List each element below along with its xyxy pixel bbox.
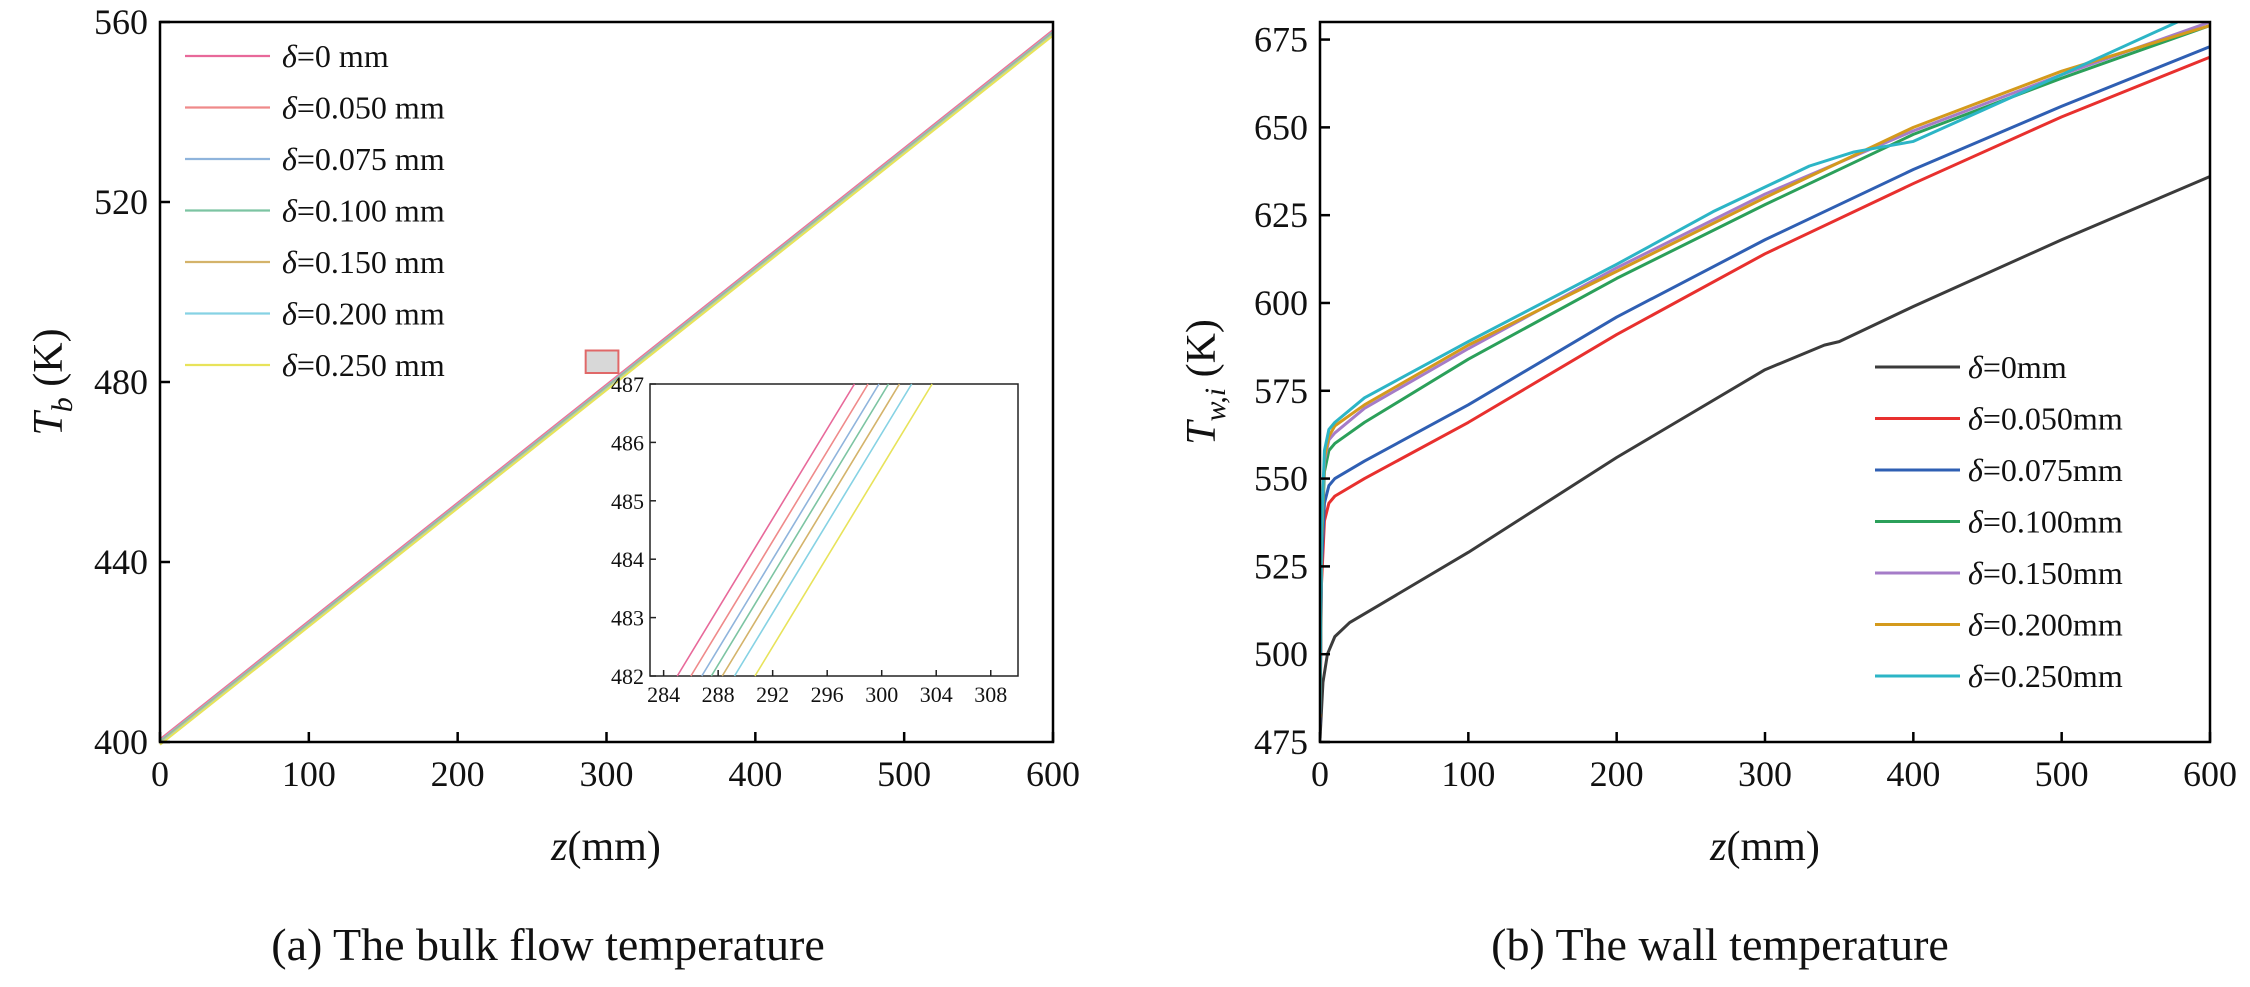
x-tick-label: 0 [1311, 754, 1329, 794]
legend-label: δ=0.250 mm [282, 347, 445, 383]
legend-label: δ=0.150mm [1968, 555, 2123, 591]
y-tick-label: 400 [94, 722, 148, 762]
inset-x-tick-label: 284 [647, 682, 680, 707]
inset-y-tick-label: 486 [611, 430, 644, 455]
inset-series-line [710, 383, 890, 677]
inset-series-lines [676, 383, 933, 677]
legend-label: δ=0.050mm [1968, 401, 2123, 437]
axis-ticks: 0 100 200 300 400 500 600 475 500 525 550 575 600 625… [1254, 20, 2237, 794]
x-tick-label: 100 [282, 754, 336, 794]
x-tick-label: 600 [1026, 754, 1080, 794]
inset-series-line [701, 383, 880, 677]
inset-series-line [676, 383, 856, 677]
y-tick-label: 550 [1254, 459, 1308, 499]
inset-y-tick-label: 487 [611, 372, 644, 397]
x-tick-label: 300 [1738, 754, 1792, 794]
inset-x-tick-label: 304 [920, 682, 953, 707]
x-axis-title: z(mm) [550, 824, 661, 870]
caption-a: (a) The bulk flow temperature [271, 919, 824, 970]
y-axis-title: Tb (K) [26, 328, 79, 435]
inset-x-tick-label: 308 [974, 682, 1007, 707]
legend: δ=0mm δ=0.050mm δ=0.075mm δ=0.100mm δ=0.150m… [1875, 349, 2123, 694]
y-tick-label: 480 [94, 362, 148, 402]
y-tick-label: 500 [1254, 634, 1308, 674]
y-axis-title: Tw,i (K) [1179, 319, 1232, 445]
legend-label: δ=0.075mm [1968, 452, 2123, 488]
y-tick-label: 520 [94, 182, 148, 222]
inset-y-tick-label: 483 [611, 606, 644, 631]
y-tick-label: 525 [1254, 546, 1308, 586]
series-line [1320, 22, 2178, 714]
inset-zoom-chart: 284 288 292 296 300 304 308 482 483 484 485 486 487 [611, 372, 1019, 707]
inset-series-line [721, 383, 901, 677]
chart-wall-temperature: 0 100 200 300 400 500 600 475 500 525 550 575 600 625… [1179, 20, 2237, 970]
x-axis-title: z(mm) [1709, 824, 1820, 870]
legend-label: δ=0.075 mm [282, 141, 445, 177]
legend-label: δ=0mm [1968, 349, 2067, 385]
y-tick-label: 440 [94, 542, 148, 582]
inset-x-tick-label: 300 [865, 682, 898, 707]
inset-x-tick-label: 296 [811, 682, 844, 707]
inset-x-tick-label: 292 [756, 682, 789, 707]
legend-label: δ=0.250mm [1968, 658, 2123, 694]
x-tick-label: 500 [2035, 754, 2089, 794]
legend-label: δ=0.150 mm [282, 244, 445, 280]
inset-series-line [733, 383, 913, 677]
caption-b: (b) The wall temperature [1491, 919, 1949, 970]
zoom-box [584, 349, 620, 374]
legend-label: δ=0.200 mm [282, 296, 445, 332]
y-tick-label: 475 [1254, 722, 1308, 762]
inset-y-tick-label: 485 [611, 489, 644, 514]
series-line [159, 34, 1054, 746]
y-tick-label: 675 [1254, 20, 1308, 60]
x-tick-label: 300 [580, 754, 634, 794]
inset-frame [649, 383, 1019, 677]
y-tick-label: 575 [1254, 371, 1308, 411]
x-tick-label: 200 [1590, 754, 1644, 794]
inset-y-tick-label: 484 [611, 547, 644, 572]
y-tick-label: 560 [94, 2, 148, 42]
series-lines [159, 29, 1054, 746]
y-tick-label: 600 [1254, 283, 1308, 323]
legend-label: δ=0.050 mm [282, 90, 445, 126]
legend-label: δ=0 mm [282, 38, 389, 74]
y-tick-label: 650 [1254, 107, 1308, 147]
legend-label: δ=0.100 mm [282, 193, 445, 229]
axis-ticks: 0 100 200 300 400 500 600 400 440 480 520 560 [94, 2, 1080, 794]
chart-bulk-flow-temperature: 284 288 292 296 300 304 308482483484485486487 … [26, 2, 1080, 970]
legend-label: δ=0.100mm [1968, 504, 2123, 540]
inset-series-line [754, 383, 933, 677]
inset-y-tick-label: 482 [611, 664, 644, 689]
x-tick-label: 200 [431, 754, 485, 794]
x-tick-label: 0 [151, 754, 169, 794]
x-tick-label: 500 [877, 754, 931, 794]
series-lines [1320, 22, 2210, 739]
x-tick-label: 600 [2183, 754, 2237, 794]
x-tick-label: 100 [1441, 754, 1495, 794]
x-tick-label: 400 [1886, 754, 1940, 794]
x-tick-label: 400 [728, 754, 782, 794]
legend-label: δ=0.200mm [1968, 607, 2123, 643]
inset-x-tick-label: 288 [702, 682, 735, 707]
legend: δ=0 mm δ=0.050 mm δ=0.075 mm δ=0.100 mm δ=0.… [185, 38, 445, 383]
y-tick-label: 625 [1254, 195, 1308, 235]
inset-series-line [690, 383, 869, 677]
inset-ticks: 284 288 292 296 300 304 308 482 483 484 485 486 487 [611, 372, 1007, 707]
series-line [1320, 175, 2210, 739]
